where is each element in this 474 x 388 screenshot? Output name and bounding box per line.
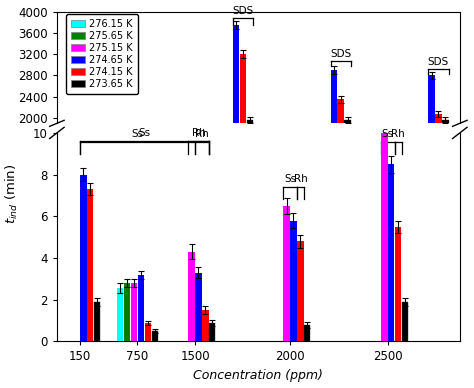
Text: $t_{ind}$ (min): $t_{ind}$ (min) bbox=[4, 164, 20, 224]
Bar bbox=[381, 112, 388, 341]
Bar bbox=[195, 273, 201, 341]
Bar bbox=[402, 302, 408, 341]
Text: SDS: SDS bbox=[428, 57, 449, 67]
Bar bbox=[80, 175, 87, 341]
Text: Ss: Ss bbox=[138, 128, 150, 138]
Bar bbox=[94, 302, 100, 341]
Bar bbox=[283, 206, 290, 341]
Text: Rh: Rh bbox=[191, 128, 205, 138]
Bar bbox=[233, 25, 239, 224]
Bar bbox=[188, 252, 195, 341]
X-axis label: Concentration (ppm): Concentration (ppm) bbox=[193, 369, 323, 382]
Bar bbox=[428, 76, 435, 224]
Text: Ss: Ss bbox=[284, 174, 296, 184]
Text: SDS: SDS bbox=[232, 6, 254, 16]
Bar bbox=[152, 331, 158, 341]
Bar bbox=[395, 227, 401, 341]
Legend: 276.15 K, 275.65 K, 275.15 K, 274.65 K, 274.15 K, 273.65 K: 276.15 K, 275.65 K, 275.15 K, 274.65 K, … bbox=[66, 14, 137, 94]
Bar bbox=[87, 189, 93, 341]
Bar bbox=[304, 325, 310, 341]
Bar bbox=[246, 120, 253, 224]
Bar bbox=[297, 241, 303, 341]
Text: Rh: Rh bbox=[392, 129, 405, 139]
Bar bbox=[337, 99, 344, 224]
Bar bbox=[290, 220, 297, 341]
Bar bbox=[145, 323, 151, 341]
Bar bbox=[435, 114, 442, 224]
Bar bbox=[442, 120, 448, 224]
Bar bbox=[209, 323, 216, 341]
Text: Rh: Rh bbox=[195, 129, 209, 139]
Bar bbox=[117, 288, 123, 341]
Text: SDS: SDS bbox=[330, 49, 351, 59]
Bar bbox=[124, 283, 130, 341]
Bar bbox=[131, 283, 137, 341]
Bar bbox=[240, 54, 246, 224]
Text: Ss: Ss bbox=[131, 129, 144, 139]
Text: Rh: Rh bbox=[294, 174, 308, 184]
Bar bbox=[202, 310, 209, 341]
Bar bbox=[345, 120, 351, 224]
Bar bbox=[388, 164, 394, 341]
Bar bbox=[138, 275, 144, 341]
Text: Ss: Ss bbox=[382, 129, 394, 139]
Bar bbox=[330, 70, 337, 224]
